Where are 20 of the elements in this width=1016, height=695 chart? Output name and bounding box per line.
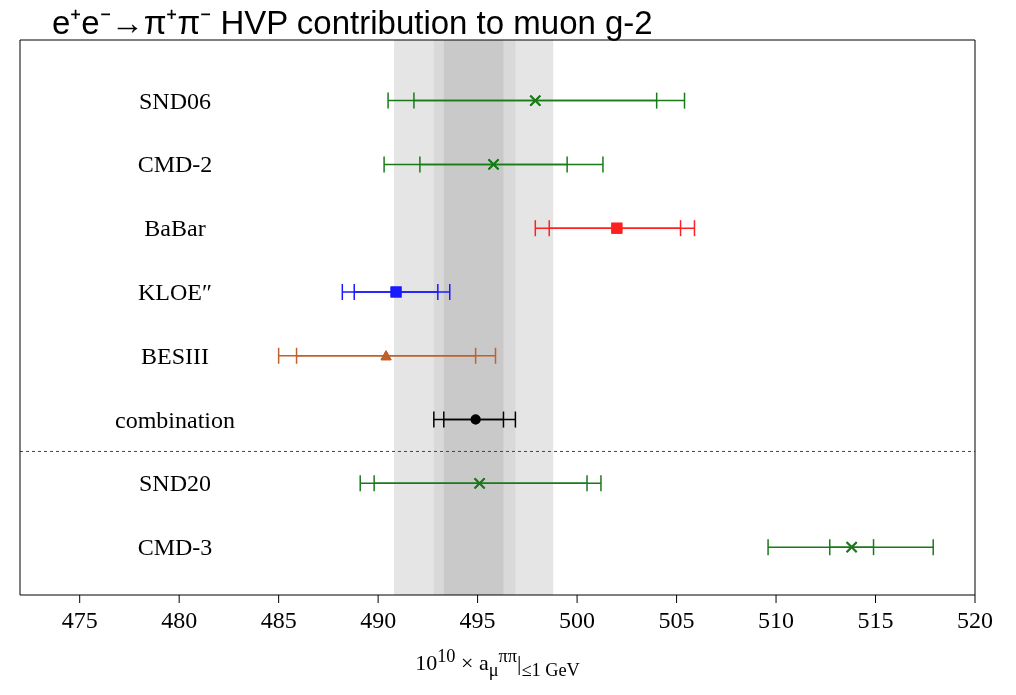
x-tick-label: 510	[758, 607, 795, 634]
x-tick-label: 480	[161, 607, 198, 634]
x-axis-title: 10$^{10}$ × a$_{μ}$$^{ππ}$|$_{≤1 GeV}$	[414, 646, 581, 681]
y-tick-label: BaBar	[144, 215, 206, 242]
x-tick-label: 505	[658, 607, 695, 634]
y-tick-label: BESIII	[141, 342, 209, 369]
y-tick-label: CMD-3	[137, 534, 213, 561]
y-tick-label: combination	[115, 406, 235, 433]
x-tick-label: 475	[61, 607, 98, 634]
x-tick-label: 495	[459, 607, 496, 634]
x-tick-label: 490	[360, 607, 397, 634]
y-tick-label: KLOE″	[138, 278, 212, 305]
x-tick-label: 520	[957, 607, 993, 634]
x-tick-label: 500	[559, 607, 596, 634]
y-tick-label: SND20	[138, 470, 212, 497]
y-tick-label: SND06	[138, 87, 212, 114]
x-tick-label: 485	[260, 607, 297, 634]
chart-title: e⁺e⁻→π⁺π⁻ HVP contribution to muon g-2	[52, 4, 654, 41]
y-tick-label: CMD-2	[137, 151, 213, 178]
x-tick-label: 515	[857, 607, 894, 634]
